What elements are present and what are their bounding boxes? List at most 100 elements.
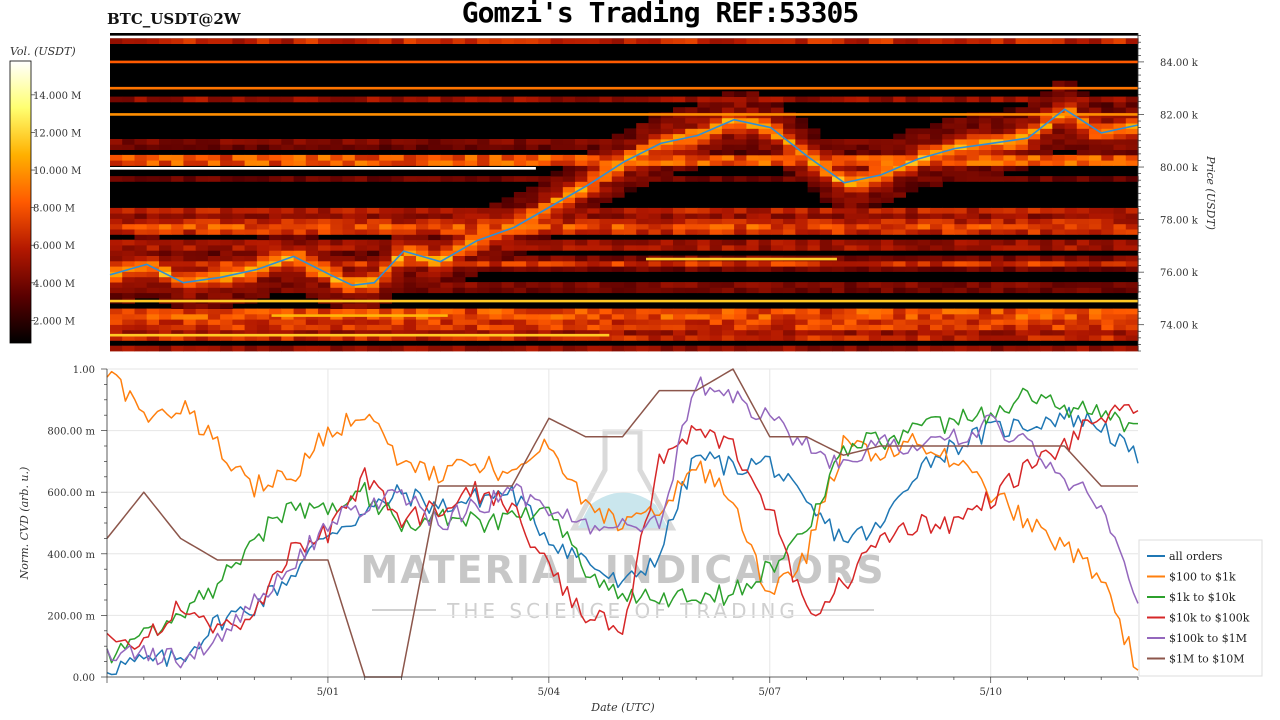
heatmap-cell — [783, 38, 796, 44]
heatmap-cell — [1027, 144, 1041, 150]
heatmap-cell — [1003, 319, 1017, 325]
heatmap-cell — [636, 324, 649, 331]
heatmap-cell — [624, 207, 637, 214]
heatmap-cell — [881, 192, 894, 198]
heatmap-cell — [832, 149, 845, 156]
heatmap-cell — [746, 96, 760, 103]
heatmap-cell — [721, 313, 735, 320]
heatmap-cell — [220, 255, 233, 262]
heatmap-cell — [832, 313, 845, 320]
heatmap-cell — [464, 176, 478, 182]
heatmap-cell — [526, 329, 539, 336]
heatmap-cell — [966, 149, 980, 156]
heatmap-cell — [611, 186, 625, 193]
heatmap-cell — [379, 223, 392, 230]
heatmap-cell — [624, 160, 637, 166]
heatmap-cell — [856, 213, 870, 219]
heatmap-cell — [660, 207, 674, 214]
heatmap-cell — [881, 96, 894, 103]
heatmap-cell — [1101, 287, 1115, 294]
heatmap-cell — [881, 213, 894, 219]
heatmap-cell — [1076, 91, 1090, 97]
heatmap-cell — [281, 329, 295, 336]
heatmap-cell — [550, 38, 564, 44]
heatmap-cell — [832, 202, 845, 209]
heatmap-cell — [477, 287, 490, 294]
heatmap-cell — [562, 229, 576, 235]
heatmap-cell — [1113, 154, 1127, 161]
heatmap-cell — [734, 207, 747, 214]
heatmap-cell — [807, 144, 821, 150]
heatmap-cell — [734, 266, 747, 272]
heatmap-cell — [832, 170, 845, 177]
heatmap-cell — [183, 313, 197, 320]
heatmap-cell — [685, 324, 698, 331]
heatmap-cell — [648, 38, 662, 44]
heatmap-cell — [207, 154, 221, 161]
heatmap-cell — [489, 255, 503, 262]
heatmap-cell — [550, 197, 564, 203]
heatmap-cell — [575, 213, 588, 219]
heatmap-cell — [538, 239, 552, 246]
heatmap-cell — [1040, 223, 1053, 230]
heatmap-cell — [171, 223, 184, 230]
heatmap-cell — [868, 329, 882, 336]
heatmap-cell — [501, 96, 515, 103]
heatmap-cell — [1003, 117, 1017, 124]
heatmap-cell — [318, 176, 331, 182]
heatmap-cell — [734, 176, 747, 182]
heatmap-cell — [1015, 308, 1029, 315]
heatmap-cell — [685, 38, 698, 44]
heatmap-cell — [293, 266, 307, 272]
heatmap-cell — [770, 345, 784, 352]
heatmap-cell — [746, 38, 760, 44]
heatmap-cell — [146, 271, 160, 278]
heatmap-cell — [428, 329, 441, 336]
heatmap-cell — [844, 160, 858, 166]
heatmap-cell — [819, 313, 833, 320]
heatmap-cell — [110, 335, 123, 341]
heatmap-cell — [758, 308, 772, 315]
heatmap-cell — [721, 324, 735, 331]
heatmap-cell — [587, 308, 601, 315]
heatmap-cell — [134, 218, 148, 225]
heatmap-cell — [1027, 176, 1041, 182]
heatmap-cell — [832, 308, 845, 315]
heatmap-cell — [881, 287, 894, 294]
symbol-label: BTC_USDT@2W — [107, 10, 241, 28]
heatmap-cell — [832, 139, 845, 145]
heatmap-cell — [538, 176, 552, 182]
heatmap-cell — [416, 176, 429, 182]
heatmap-cell — [122, 255, 135, 262]
heatmap-cell — [232, 245, 246, 251]
heatmap-cell — [281, 266, 295, 272]
heatmap-cell — [244, 335, 258, 341]
series-line-5 — [106, 368, 1138, 678]
heatmap-cell — [978, 287, 992, 294]
heatmap-cell — [1015, 324, 1029, 331]
x-tick-label: 5/04 — [538, 687, 560, 698]
heatmap-cell — [171, 260, 184, 267]
heatmap-cell — [1125, 239, 1139, 246]
heatmap-cell — [171, 266, 184, 272]
heatmap-cell — [416, 250, 429, 256]
heatmap-cell — [464, 234, 478, 241]
heatmap-cell — [171, 229, 184, 235]
heatmap-cell — [122, 250, 135, 256]
heatmap-cell — [587, 335, 601, 341]
heatmap-cell — [770, 324, 784, 331]
heatmap-cell — [452, 96, 466, 103]
heatmap-cell — [1101, 313, 1115, 320]
heatmap-cell — [844, 202, 858, 209]
price-tick-label: 80.00 k — [1160, 163, 1199, 174]
heatmap-cell — [758, 144, 772, 150]
heatmap-cell — [734, 319, 747, 325]
heatmap-cell — [1027, 38, 1041, 44]
heatmap-cell — [1113, 96, 1127, 103]
heatmap-cell — [893, 170, 906, 177]
heatmap-cell — [819, 181, 833, 188]
heatmap-cell — [770, 329, 784, 336]
heatmap-cell — [905, 245, 919, 251]
heatmap-cell — [416, 308, 429, 315]
heatmap-cell — [856, 149, 870, 156]
